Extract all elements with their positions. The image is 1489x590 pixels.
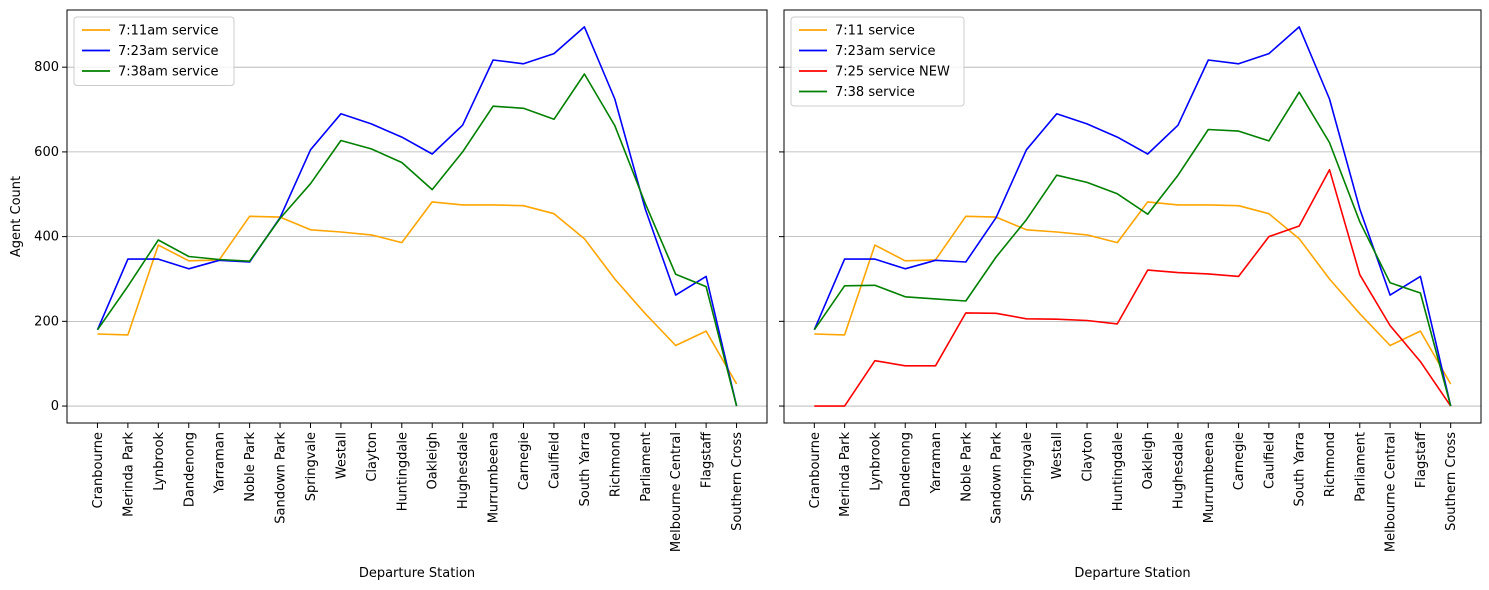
x-tick-label: Cranbourne (808, 432, 823, 508)
x-tick-label: Melbourne Central (1384, 432, 1399, 552)
x-tick-label: Clayton (1081, 432, 1096, 482)
x-tick-label: Murrumbeena (487, 432, 502, 523)
legend: 7:11am service 7:23am service 7:38am servi… (73, 16, 235, 86)
x-tick-label: Richmond (608, 432, 623, 497)
legend: 7:11 service 7:23am service 7:25 service N… (790, 16, 965, 107)
x-tick-label: Oakleigh (1141, 432, 1156, 489)
x-tick-label: Southern Cross (730, 432, 745, 531)
x-tick-label: South Yarra (1293, 432, 1308, 506)
x-tick-label: Merinda Park (121, 432, 136, 517)
x-tick-label: Caulfield (1262, 432, 1277, 489)
x-tick-label: Lynbrook (868, 432, 883, 491)
x-tick-label: Parliament (1353, 432, 1368, 502)
x-tick-label: Springvale (1020, 432, 1035, 501)
series-line-3 (814, 168, 1452, 407)
x-tick-label: Yarraman (929, 432, 944, 494)
legend-label: 7:25 service NEW (835, 65, 950, 80)
x-tick-label: Carnegie (517, 432, 532, 490)
x-tick-label: Caulfield (548, 432, 563, 489)
legend-label: 7:11am service (118, 24, 219, 39)
x-tick-label: Merinda Park (838, 432, 853, 517)
y-tick-label: 800 (34, 60, 59, 75)
x-tick-label: Flagstaff (700, 431, 715, 488)
x-tick-label: Oakleigh (426, 432, 441, 489)
x-tick-label: Murrumbeena (1202, 432, 1217, 523)
x-tick-label: Carnegie (1232, 432, 1247, 490)
plot-frame (66, 9, 768, 424)
legend-label: 7:11 service (835, 24, 915, 39)
x-tick-label: Dandenong (182, 432, 197, 507)
chart-panel-2: Cranbourne Merinda Park Lynbrook Dandenong Y… (779, 9, 1482, 581)
series-line-1 (814, 201, 1452, 385)
x-tick-label: Cranbourne (91, 432, 106, 508)
legend-label: 7:23am service (118, 44, 219, 59)
x-tick-label: Springvale (304, 432, 319, 501)
series-line-3 (96, 73, 738, 407)
series-line-1 (97, 201, 738, 385)
x-tick-label: South Yarra (578, 432, 593, 506)
legend-box (790, 16, 965, 107)
x-tick-label: Melbourne Central (669, 432, 684, 552)
plot-frame (783, 9, 1482, 424)
x-tick-label: Noble Park (959, 432, 974, 502)
series-line-2 (96, 26, 738, 407)
x-axis-label: Departure Station (359, 566, 475, 581)
x-tick-label: Hughesdale (456, 432, 471, 509)
legend-label: 7:23am service (835, 44, 936, 59)
y-tick-label: 400 (34, 230, 59, 245)
legend-label: 7:38 service (835, 85, 915, 100)
x-tick-label: Hughesdale (1172, 432, 1187, 509)
x-tick-label: Huntingdale (1111, 432, 1126, 511)
x-tick-label: Parliament (639, 432, 654, 502)
y-tick-label: 0 (51, 399, 59, 414)
x-tick-label: Sandown Park (990, 432, 1005, 524)
legend-label: 7:38am service (118, 65, 219, 80)
x-tick-label: Southern Cross (1444, 432, 1459, 531)
x-tick-label: Dandenong (899, 432, 914, 507)
x-tick-label: Noble Park (243, 432, 258, 502)
y-tick-label: 200 (34, 314, 59, 329)
y-tick-label: 600 (34, 145, 59, 160)
legend-box (73, 16, 235, 86)
chart-panel-1: 0 200 400 600 800 Cranbourne Merinda Park Lynbr… (9, 9, 768, 581)
x-tick-label: Huntingdale (395, 432, 410, 511)
x-tick-label: Clayton (365, 432, 380, 482)
x-tick-label: Sandown Park (274, 432, 289, 524)
y-axis-label: Agent Count (9, 176, 24, 257)
x-tick-label: Lynbrook (152, 432, 167, 491)
series-line-4 (813, 91, 1452, 407)
x-tick-label: Richmond (1323, 432, 1338, 497)
x-tick-label: Yarraman (213, 432, 228, 494)
x-tick-label: Flagstaff (1414, 431, 1429, 488)
x-tick-label: Westall (334, 432, 349, 479)
x-tick-label: Westall (1050, 432, 1065, 479)
x-axis-label: Departure Station (1074, 566, 1190, 581)
series-line-2 (813, 26, 1452, 407)
